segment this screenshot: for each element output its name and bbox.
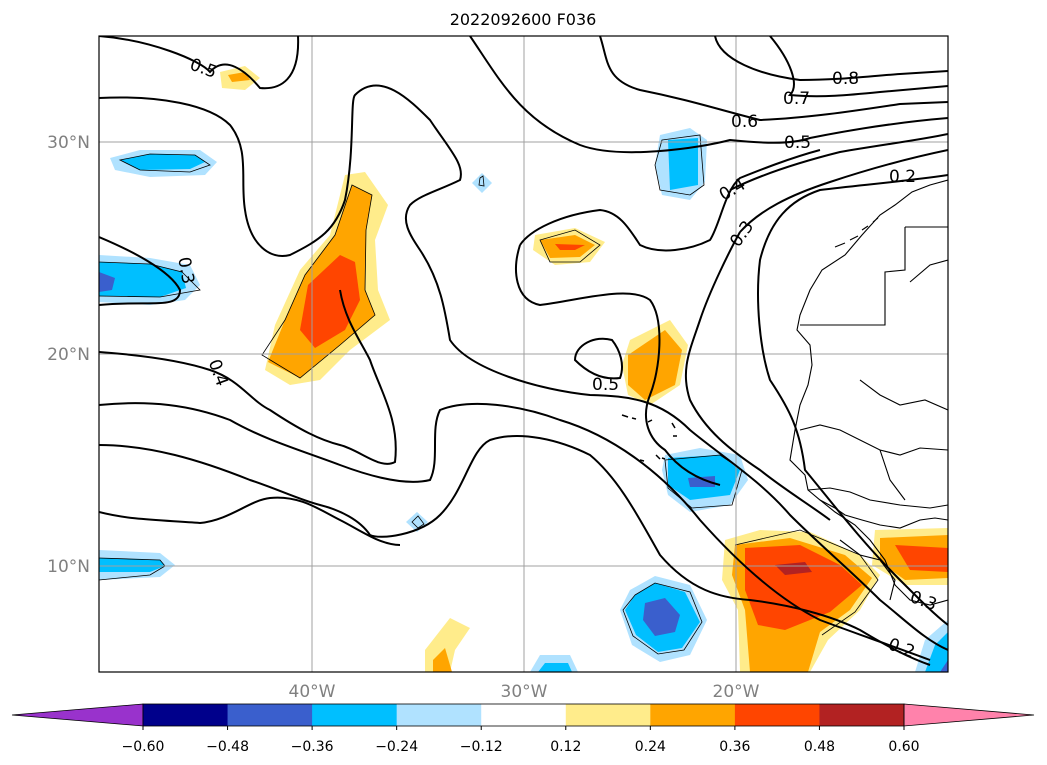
contour-0-5-west (99, 36, 300, 90)
colorbar-tick-label: 0.12 (550, 739, 581, 755)
contour-label-0-6: 0.6 (731, 112, 758, 132)
contour-0-2-east (757, 174, 948, 626)
colorbar-cell (396, 704, 482, 726)
lon-label-20w: 20°W (713, 682, 760, 702)
shade-darkblue-se (940, 660, 948, 672)
shade-blue-se (925, 632, 948, 672)
contour-bottom-west (99, 434, 931, 666)
contour-0-4-west (99, 289, 397, 465)
longitude-labels: 40°W 30°W 20°W (289, 682, 760, 702)
contour-label-0-7: 0.7 (783, 89, 810, 109)
border-mauritania-mali (909, 259, 948, 283)
contour-0-3-center (684, 231, 831, 521)
colorbar-cell (650, 704, 736, 726)
lat-label-30n: 30°N (47, 133, 90, 153)
colorbar-tick-label: 0.60 (888, 739, 919, 755)
contour-0-4-east (729, 133, 948, 191)
lon-label-30w: 30°W (501, 682, 548, 702)
colorbar-cell (227, 704, 313, 726)
shade-blue-27n (472, 173, 492, 193)
contour-label-0-8: 0.8 (832, 69, 859, 89)
contour-label-0-5-c: 0.5 (592, 375, 619, 395)
anomaly-shading (99, 66, 948, 672)
graticule (99, 36, 948, 672)
colorbar-cell (481, 704, 567, 726)
map-panel: 0.8 0.7 0.6 0.5 0.4 0.3 0.2 0.5 0.3 0.4 … (47, 35, 949, 702)
contour-far-west-bottom (99, 496, 401, 546)
contour-0-3-east (739, 149, 948, 233)
shade-orange-5n (433, 648, 452, 672)
colorbar-ticks: −0.60 −0.48 −0.36 −0.24 −0.12 0.12 0.24 0.36 0.4… (122, 726, 920, 755)
shade-darkblue-14n (688, 476, 715, 487)
shade-blue-west (99, 262, 186, 297)
contour-0-6 (599, 36, 948, 122)
colorbar: −0.60 −0.48 −0.36 −0.24 −0.12 0.12 0.24 0.36 0.4… (11, 703, 1035, 755)
shade-orange-19n (628, 330, 682, 400)
latitude-labels: 30°N 20°N 10°N (47, 133, 90, 577)
lon-label-40w: 40°W (289, 682, 336, 702)
africa-coast (789, 179, 948, 529)
cape-verde-islands (621, 414, 677, 462)
colorbar-tick-label: 0.48 (804, 739, 835, 755)
contour-0-8 (714, 36, 948, 82)
contour-lower-west (99, 402, 931, 661)
shade-darkblue-west (99, 272, 115, 292)
border-wsahara (800, 227, 906, 326)
lat-label-10n: 10°N (47, 557, 90, 577)
colorbar-cell (565, 704, 651, 726)
colorbar-tick-label: −0.12 (460, 739, 503, 755)
border-inland-2 (879, 449, 906, 501)
map-frame (98, 35, 949, 673)
shade-red-10n-east (895, 545, 948, 572)
colorbar-tick-label: −0.24 (375, 739, 418, 755)
contour-label-0-5-ne: 0.5 (784, 133, 811, 153)
border-guinea (807, 487, 948, 509)
colorbar-cell (734, 704, 820, 726)
shade-red-25n (555, 244, 585, 250)
figure-title: 2022092600 F036 (450, 10, 597, 29)
contour-0-5-center (573, 337, 623, 380)
contour-lines (99, 36, 948, 666)
shade-red-22n (300, 255, 360, 348)
contour-0-3-west (99, 236, 182, 306)
colorbar-tick-label: −0.48 (206, 739, 249, 755)
border-inland-1 (859, 379, 948, 411)
colorbar-cell (143, 704, 229, 726)
shade-blue-29n (120, 154, 205, 170)
contour-upper-west (99, 84, 948, 651)
contour-inner-loop-2 (515, 244, 721, 486)
border-senegal (799, 424, 948, 456)
shade-orange-33n (228, 72, 250, 82)
colorbar-cell (819, 704, 905, 726)
shade-blue-29n-22w (668, 138, 698, 190)
colorbar-extend-low (11, 703, 144, 727)
colorbar-cell (312, 704, 398, 726)
contour-0-5-north (469, 36, 948, 154)
colorbar-tick-label: 0.36 (719, 739, 750, 755)
lat-label-20n: 20°N (47, 345, 90, 365)
colorbar-frame (142, 703, 905, 727)
shade-blue-5n (538, 663, 572, 672)
shade-darkred-9n (775, 562, 812, 575)
colorbar-extend-high (903, 703, 1035, 727)
contour-label-0-2-ne: 0.2 (889, 167, 916, 187)
canary-islands (834, 217, 879, 248)
colorbar-tick-label: −0.60 (122, 739, 165, 755)
colorbar-tick-label: −0.36 (291, 739, 334, 755)
colorbar-cells (11, 703, 1035, 727)
contour-labels: 0.8 0.7 0.6 0.5 0.4 0.3 0.2 0.5 0.3 0.4 … (173, 55, 939, 663)
shade-darkblue-8n (643, 598, 680, 636)
contour-0-7 (769, 36, 948, 98)
contour-label-0-3-w: 0.3 (173, 256, 197, 286)
shade-outlines (99, 134, 879, 655)
shade-blue-10n (99, 558, 165, 572)
contour-inner-loop (519, 149, 821, 252)
colorbar-tick-label: 0.24 (635, 739, 666, 755)
